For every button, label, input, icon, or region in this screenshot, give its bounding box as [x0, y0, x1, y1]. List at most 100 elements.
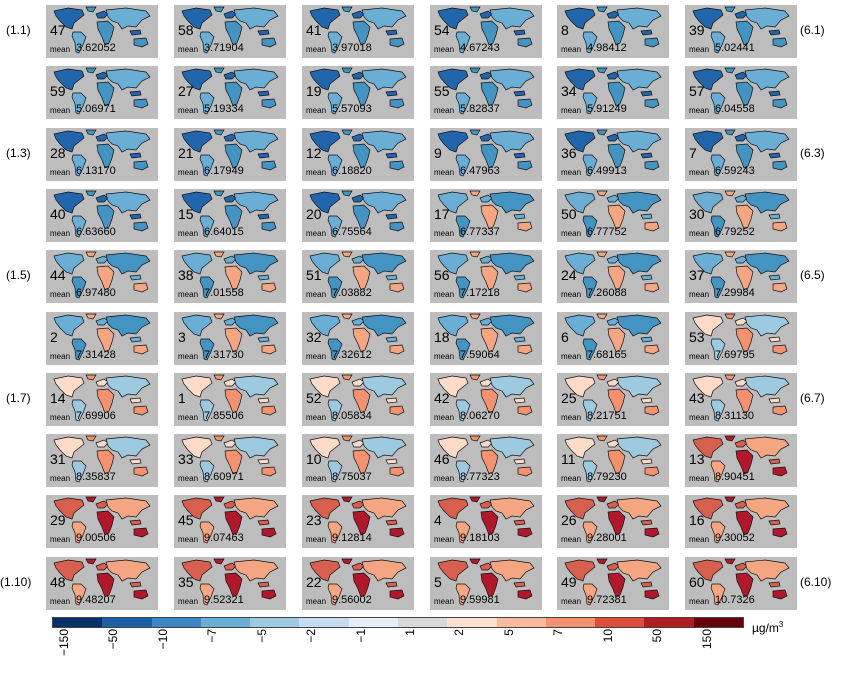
colorbar-segment	[496, 618, 546, 627]
land-outline	[261, 160, 277, 170]
panel-number: 11	[561, 451, 576, 468]
land-outline	[564, 68, 596, 91]
land-outline	[744, 252, 790, 275]
colorbar-segment	[397, 618, 448, 627]
land-outline	[199, 92, 215, 115]
land-outline	[710, 399, 726, 422]
mean-value: 9.56002	[332, 593, 372, 606]
mean-value: 6.17949	[204, 164, 244, 177]
land-outline	[606, 255, 620, 264]
world-map	[53, 251, 151, 299]
land-outline	[223, 194, 237, 203]
row-label-right: (6.10)	[800, 574, 832, 589]
panel-number: 9	[434, 144, 442, 161]
map-panel: 13 mean 8.90451	[685, 434, 797, 488]
land-outline	[257, 90, 270, 97]
land-outline	[692, 191, 724, 214]
land-outline	[352, 20, 371, 46]
land-outline	[724, 435, 736, 442]
land-outline	[352, 572, 371, 598]
land-outline	[513, 520, 526, 526]
world-map	[692, 190, 790, 238]
land-outline	[744, 375, 790, 398]
world-map	[181, 374, 279, 422]
world-map	[53, 374, 151, 422]
land-outline	[389, 528, 405, 538]
map-panel: 18 mean 7.59064	[430, 311, 542, 365]
mean-label: mean	[561, 412, 582, 422]
world-map	[564, 67, 662, 115]
land-outline	[341, 67, 353, 74]
mean-label: mean	[561, 535, 582, 545]
land-outline	[361, 436, 407, 459]
land-outline	[616, 436, 662, 459]
mean-label: mean	[50, 228, 71, 238]
map-panel: 19 mean 5.57093	[302, 66, 414, 120]
mean-value: 6.49913	[587, 164, 627, 177]
panel-number: 54	[434, 22, 450, 38]
mean-value: 6.18820	[332, 164, 372, 177]
panel-number: 26	[561, 512, 577, 529]
row-label-right: (6.5)	[800, 268, 825, 283]
land-outline	[772, 221, 788, 232]
land-outline	[181, 252, 213, 275]
mean-label: mean	[561, 474, 582, 484]
map-panel: 14 mean 7.69906	[46, 372, 158, 426]
land-outline	[96, 20, 115, 46]
mean-label: mean	[434, 596, 455, 606]
land-outline	[224, 511, 243, 536]
land-outline	[513, 152, 526, 158]
world-map	[437, 67, 535, 115]
mean-value: 5.82837	[460, 103, 500, 116]
land-outline	[95, 378, 109, 387]
panel-number: 12	[306, 144, 322, 161]
world-map	[564, 497, 662, 544]
mean-label: mean	[50, 596, 71, 606]
land-outline	[735, 204, 754, 230]
land-outline	[735, 81, 754, 107]
land-outline	[692, 375, 724, 398]
world-map	[692, 497, 790, 544]
world-map	[181, 435, 279, 483]
land-outline	[133, 282, 149, 293]
land-outline	[95, 71, 109, 80]
land-outline	[734, 562, 748, 571]
land-outline	[133, 589, 149, 600]
mean-value: 7.03882	[332, 287, 372, 300]
land-outline	[327, 399, 343, 422]
land-outline	[233, 436, 279, 459]
colorbar-tick-label: −50	[106, 629, 121, 650]
land-outline	[224, 572, 243, 598]
map-panel: 39 mean 5.02441	[685, 5, 797, 58]
land-outline	[53, 559, 85, 582]
land-outline	[389, 344, 405, 354]
map-panel: 60 mean 10.7326	[685, 556, 797, 610]
map-panel: 10 mean 8.75037	[302, 434, 414, 488]
mean-label: mean	[178, 535, 199, 545]
land-outline	[213, 374, 225, 381]
land-outline	[489, 314, 535, 336]
map-panel: 2 mean 7.31428	[46, 311, 158, 365]
land-outline	[607, 143, 626, 169]
land-outline	[479, 500, 493, 509]
land-outline	[133, 37, 149, 48]
mean-label: mean	[689, 596, 710, 606]
colorbar-tick-label: 10	[600, 629, 615, 643]
mean-label: mean	[178, 351, 199, 361]
mean-label: mean	[561, 351, 582, 361]
mean-label: mean	[178, 45, 199, 54]
map-panel: 54 mean 4.67243	[430, 5, 542, 58]
mean-label: mean	[50, 412, 71, 422]
land-outline	[257, 213, 270, 220]
land-outline	[489, 252, 535, 275]
land-outline	[710, 522, 726, 544]
map-panel: 36 mean 6.49913	[557, 127, 669, 181]
land-outline	[129, 397, 142, 404]
mean-value: 10.7326	[715, 593, 755, 606]
world-map	[53, 313, 151, 360]
map-panel: 51 mean 7.03882	[302, 250, 414, 304]
land-outline	[596, 313, 608, 319]
panel-number: 33	[178, 451, 194, 468]
land-outline	[455, 92, 471, 115]
land-outline	[257, 29, 270, 36]
